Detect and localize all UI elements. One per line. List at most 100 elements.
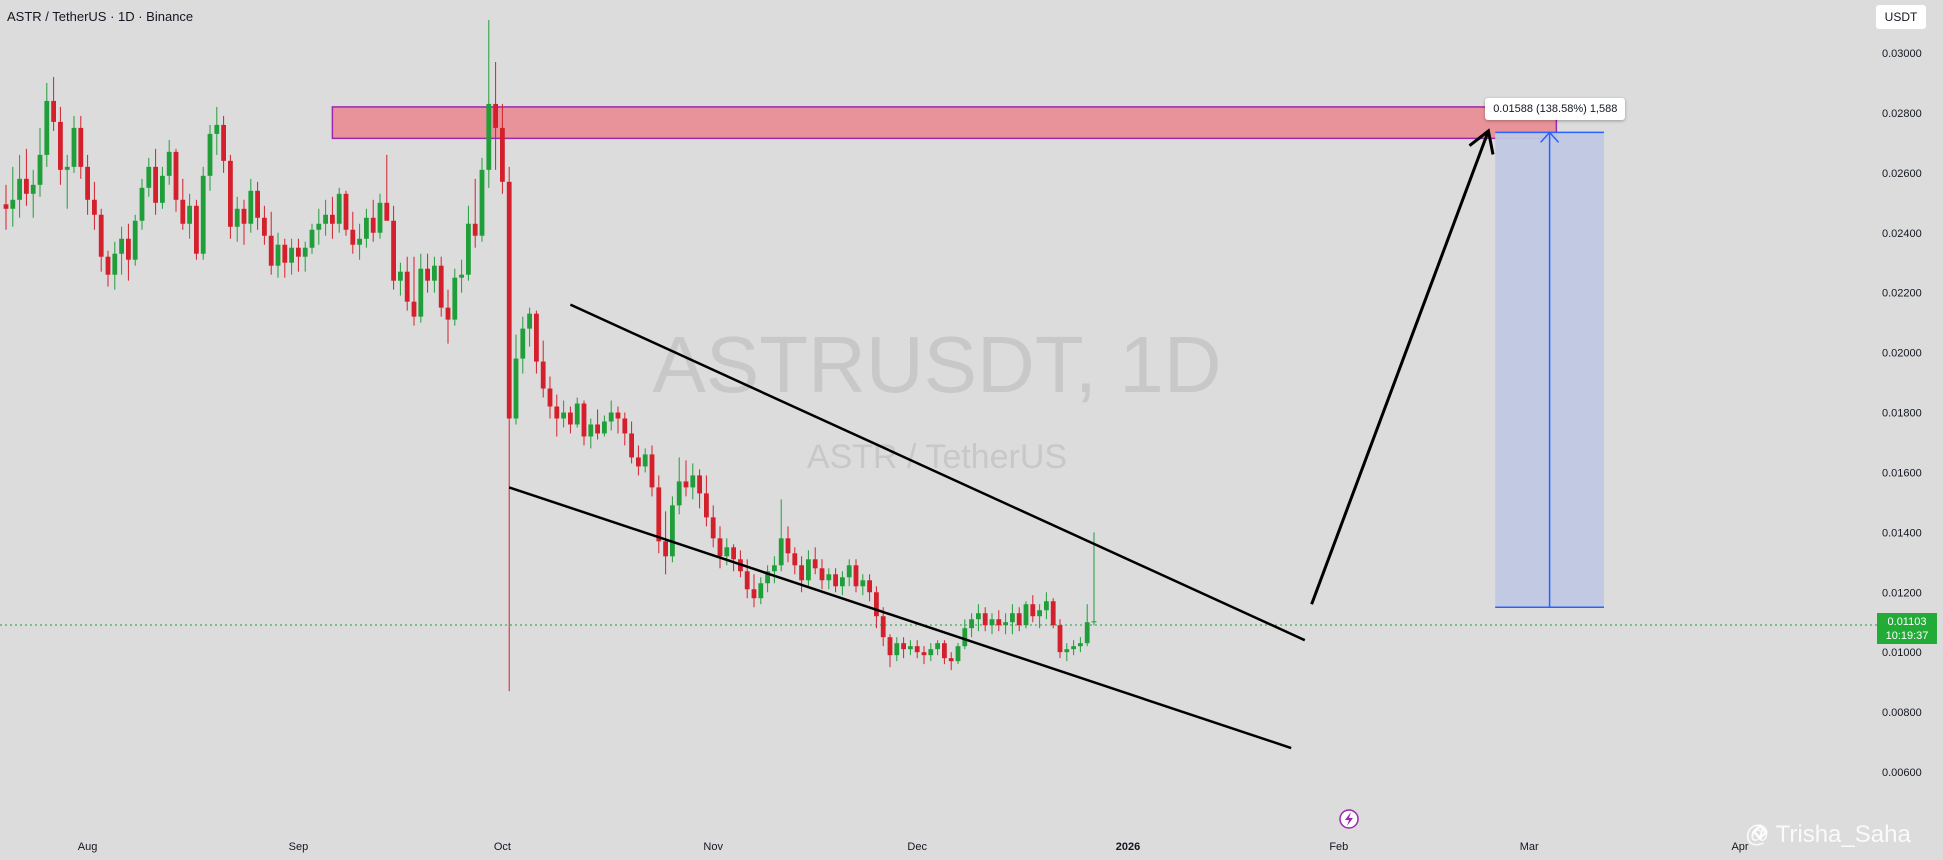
candle-body: [636, 457, 641, 467]
price-tick-label: 0.02600: [1882, 168, 1922, 180]
candle-body: [540, 361, 546, 389]
candle-body: [812, 559, 818, 569]
candle-body: [146, 166, 152, 188]
candle-body: [833, 574, 838, 587]
measure-arrowhead: [1540, 131, 1560, 143]
candle-body: [683, 481, 689, 488]
candle-body: [615, 412, 621, 419]
candle-body: [880, 616, 886, 638]
candle-body: [85, 166, 90, 200]
candle-body: [608, 412, 614, 422]
candle-body: [765, 571, 770, 584]
author-watermark: @ Trisha_Saha: [1745, 821, 1911, 848]
candle-body: [1071, 646, 1076, 650]
candle-body: [785, 538, 791, 554]
candle-body: [418, 268, 424, 317]
measure-label: 0.01588 (138.58%) 1,588: [1485, 98, 1626, 121]
candle-body: [982, 613, 988, 626]
candle-body: [663, 541, 668, 557]
candle-body: [697, 475, 702, 494]
projection-arrow-shaft[interactable]: [1310, 130, 1490, 605]
candle-body: [799, 565, 804, 581]
time-tick-label: Apr: [1731, 841, 1748, 853]
candle-body: [513, 358, 519, 419]
time-tick-label: Dec: [907, 841, 927, 853]
candle-body: [255, 190, 260, 218]
candle-body: [173, 151, 179, 200]
candle-body: [30, 184, 36, 194]
candle-body: [874, 592, 879, 617]
currency-unit-button[interactable]: USDT: [1876, 5, 1926, 29]
candle-body: [398, 271, 403, 281]
candle-body: [996, 619, 1002, 626]
candle-body: [214, 124, 220, 134]
candle-body: [10, 199, 16, 209]
candle-body: [459, 274, 464, 278]
candle-body: [506, 181, 512, 419]
candle-body: [520, 328, 526, 359]
candle-body: [704, 493, 709, 518]
candle-body: [717, 538, 723, 557]
candle-body: [676, 481, 682, 506]
candle-body: [588, 424, 594, 437]
last-price-tag: 0.01103 10:19:37: [1877, 613, 1937, 644]
candle-body: [71, 127, 77, 167]
candle-body: [860, 580, 866, 587]
resistance-zone-rect[interactable]: [331, 106, 1558, 140]
candle-body: [581, 403, 587, 437]
candle-body: [758, 583, 764, 599]
candle-body: [846, 565, 852, 578]
time-tick-label: Feb: [1329, 841, 1348, 853]
price-tick-label: 0.02400: [1882, 228, 1922, 240]
candle-body: [744, 571, 750, 590]
candle-body: [772, 565, 777, 572]
price-range-measure[interactable]: [1495, 131, 1604, 608]
channel-upper-line[interactable]: [569, 303, 1306, 642]
candle-body: [724, 547, 730, 557]
time-tick-label: Mar: [1520, 841, 1539, 853]
candle-body: [1023, 604, 1029, 626]
price-tick-label: 0.02800: [1882, 108, 1922, 120]
candle-body: [534, 313, 539, 362]
candle-body: [1003, 622, 1008, 626]
candle-body: [731, 547, 736, 560]
candle-body: [989, 619, 995, 626]
chart-title: ASTR / TetherUS · 1D · Binance: [7, 9, 194, 24]
resistance-zone[interactable]: [331, 106, 1558, 140]
candle-body: [316, 223, 322, 230]
candle-body: [561, 412, 566, 419]
candle-body: [806, 559, 811, 581]
candle-body: [58, 121, 63, 170]
candle-body: [275, 244, 281, 266]
candle-body: [44, 100, 50, 155]
candle-body: [452, 277, 458, 320]
candle-body: [1091, 621, 1097, 623]
candle-body: [445, 307, 451, 320]
candle-body: [166, 151, 172, 176]
candle-body: [1010, 613, 1015, 623]
candle-body: [1030, 604, 1036, 617]
time-axis[interactable]: Aug Sep Oct Nov Dec 2026 Feb Mar Apr: [78, 841, 1749, 853]
lightning-icon[interactable]: [1339, 809, 1359, 829]
candle-body: [486, 103, 492, 170]
candle-body: [1084, 622, 1090, 644]
trend-drawings[interactable]: [508, 128, 1495, 750]
candle-body: [350, 229, 356, 245]
price-tick-label: 0.01000: [1882, 647, 1922, 659]
candle-body: [602, 421, 607, 434]
time-tick-label: 2026: [1116, 841, 1140, 853]
price-tick-label: 0.01600: [1882, 467, 1922, 479]
price-axis[interactable]: 0.03000 0.02800 0.02600 0.02400 0.02200 0.020…: [1882, 48, 1922, 779]
candle-body: [425, 268, 430, 281]
candle-body: [574, 403, 580, 425]
bar-countdown: 10:19:37: [1885, 630, 1929, 642]
candle-body: [187, 205, 192, 224]
candle-body: [364, 217, 369, 239]
channel-lower-line[interactable]: [508, 486, 1292, 750]
candle-body: [296, 247, 301, 257]
candle-body: [404, 271, 410, 302]
candle-body: [78, 127, 84, 167]
candle-body: [384, 202, 390, 221]
candle-body: [343, 193, 349, 230]
